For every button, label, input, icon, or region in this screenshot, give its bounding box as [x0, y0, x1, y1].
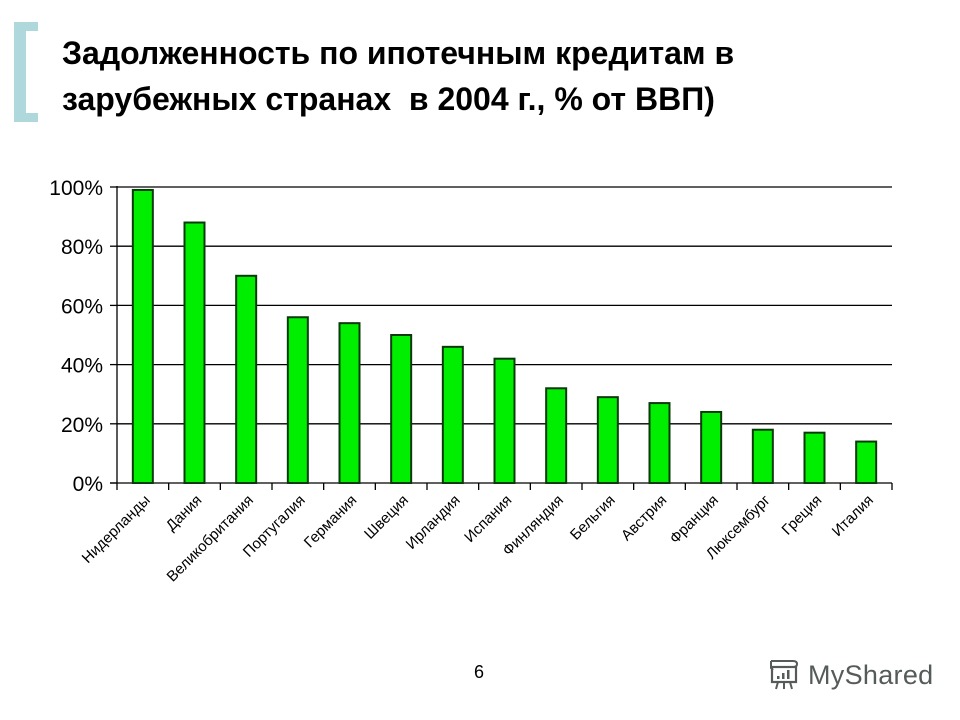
bar-7	[441, 345, 464, 484]
presentation-board-icon	[770, 660, 799, 690]
y-tick-label: 40%	[61, 355, 103, 378]
x-tick-label: Италия	[829, 492, 877, 540]
title-line-1: Задолженность по ипотечным кредитам в	[62, 35, 735, 71]
x-tick-label: Испания	[461, 492, 515, 546]
bar-8	[493, 357, 516, 484]
x-tick-label: Ирландия	[403, 492, 464, 553]
bar-9	[545, 387, 568, 484]
y-tick-label: 80%	[61, 236, 103, 259]
bar-6	[390, 334, 413, 484]
bar-13	[751, 428, 774, 484]
bar-10	[596, 396, 619, 484]
bar-4	[286, 316, 309, 484]
bar-5	[338, 322, 361, 484]
bar-12	[700, 410, 723, 484]
bar-3	[235, 274, 258, 484]
x-tick-label: Греция	[779, 492, 826, 539]
x-tick-label: Бельгия	[567, 492, 619, 544]
slide-title: Задолженность по ипотечным кредитам в за…	[62, 30, 942, 122]
x-tick-label: Швеция	[361, 492, 412, 543]
x-tick-label: Австрия	[618, 492, 670, 544]
title-line-2: зарубежных странах в 2004 г., % от ВВП)	[62, 81, 715, 117]
bar-2	[183, 221, 206, 485]
page-number: 6	[474, 662, 485, 682]
y-tick-label: 20%	[61, 414, 103, 437]
bar-1	[131, 188, 154, 485]
x-tick-label: Германия	[301, 492, 361, 552]
bar-15	[855, 440, 878, 484]
bar-11	[648, 402, 671, 484]
watermark-logo: MyShared	[768, 656, 933, 694]
y-tick-label: 100%	[49, 177, 103, 200]
y-tick-label: 0%	[73, 473, 103, 496]
title-bracket-decoration	[14, 22, 38, 122]
bar-14	[803, 431, 826, 484]
x-tick-label: Дания	[163, 492, 206, 535]
x-tick-label: Великобритания	[164, 492, 257, 585]
watermark-text: MyShared	[808, 659, 934, 690]
x-tick-label: Нидерланды	[79, 492, 154, 567]
y-tick-label: 60%	[61, 295, 103, 318]
